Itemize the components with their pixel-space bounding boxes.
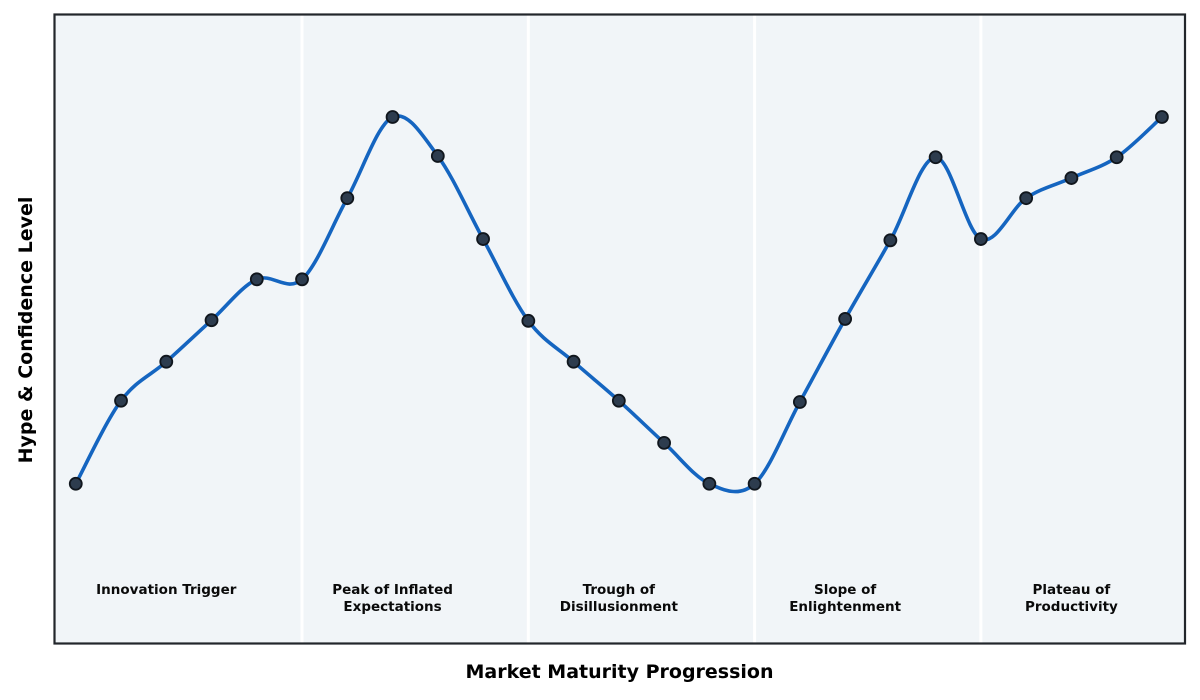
data-point-marker [657, 435, 672, 450]
y-axis-label: Hype & Confidence Level [15, 196, 37, 464]
data-point-marker [973, 232, 988, 246]
data-point-marker [430, 149, 445, 163]
x-axis-label: Market Maturity Progression [465, 661, 774, 683]
data-point-marker [204, 313, 219, 328]
plot-background [54, 14, 1185, 644]
phase-label-line: Trough of [582, 582, 656, 598]
phase-label-line: Slope of [813, 582, 877, 598]
data-point-marker [385, 110, 400, 124]
data-point-marker [566, 354, 581, 369]
data-point-marker [928, 150, 943, 165]
data-point-marker [702, 476, 717, 491]
data-point-marker [476, 232, 490, 246]
data-point-marker [838, 312, 853, 326]
phase-label-line: Plateau of [1032, 582, 1111, 598]
phase-label-line: Peak of Inflated [332, 582, 453, 598]
data-point-marker [1155, 110, 1169, 124]
data-point-marker [295, 272, 309, 287]
plot-border [53, 13, 1187, 645]
data-point-marker [611, 393, 626, 408]
data-point-marker [1019, 191, 1034, 206]
data-point-marker [883, 233, 898, 248]
data-point-marker [521, 313, 536, 328]
data-point-marker [159, 354, 174, 369]
phase-label-line: Innovation Trigger [96, 582, 237, 598]
data-point-marker [68, 476, 83, 491]
phase-label-plateau-of-productivity: Plateau of Productivity [1025, 582, 1118, 616]
phase-label-slope-of-enlightenment: Slope of Enlightenment [789, 582, 901, 616]
phase-label-line: Expectations [343, 599, 442, 615]
data-point-marker [340, 191, 355, 206]
phase-label-peak-of-inflated-expectations: Peak of Inflated Expectations [332, 582, 453, 616]
phase-label-innovation-trigger: Innovation Trigger [96, 582, 236, 599]
phase-label-line: Enlightenment [789, 599, 902, 615]
data-point-marker [1109, 150, 1124, 165]
data-point-marker [1064, 171, 1079, 185]
phase-label-trough-of-disillusionment: Trough of Disillusionment [560, 582, 678, 616]
data-point-marker [249, 272, 264, 287]
phase-label-line: Disillusionment [559, 599, 678, 615]
data-point-marker [747, 476, 762, 491]
data-point-marker [114, 393, 128, 408]
phase-label-line: Productivity [1024, 599, 1118, 615]
data-point-marker [792, 395, 807, 409]
